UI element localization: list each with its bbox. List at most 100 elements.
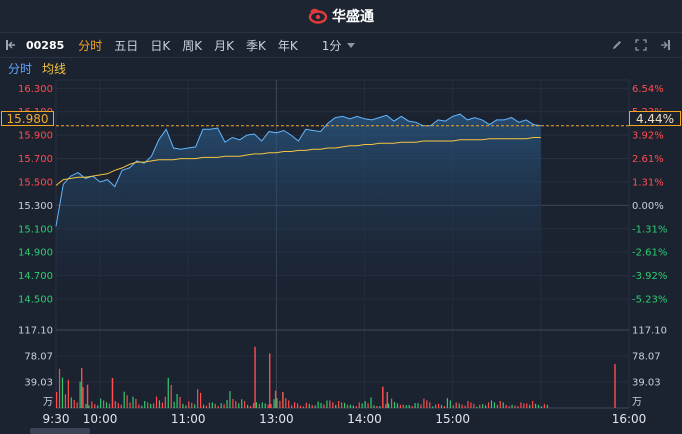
chevron-down-icon	[347, 42, 356, 48]
period-select[interactable]: 1分	[322, 37, 356, 54]
volume-bar	[103, 400, 105, 408]
brand-name: 华盛通	[332, 9, 374, 25]
tab-quarterly-k[interactable]: 季K	[245, 38, 266, 53]
volume-bar	[255, 402, 258, 408]
tab-five-day[interactable]: 五日	[114, 38, 139, 53]
volume-bar	[443, 406, 446, 408]
volume-bar	[258, 403, 260, 408]
volume-bar	[467, 400, 469, 408]
pct-tick-label: 1.31%	[632, 177, 664, 188]
volume-bar	[205, 405, 208, 408]
volume-bar	[349, 404, 352, 408]
volume-bar	[267, 404, 269, 408]
volume-bar	[252, 403, 255, 408]
volume-bar	[249, 406, 252, 408]
subtab-intraday[interactable]: 分时	[8, 61, 33, 76]
volume-bar	[114, 401, 116, 408]
brand-logo-icon	[308, 8, 328, 24]
volume-bar	[414, 403, 416, 408]
volume-bar	[111, 378, 114, 408]
volume-bar	[64, 394, 67, 408]
stock-code: 00285	[26, 38, 65, 52]
volume-bar	[79, 381, 81, 408]
collapse-panel-icon[interactable]	[658, 38, 672, 52]
volume-bar	[308, 403, 310, 408]
fullscreen-icon[interactable]	[634, 38, 648, 52]
volume-bar	[614, 364, 616, 408]
tab-monthly-k[interactable]: 月K	[214, 38, 234, 53]
volume-bar	[326, 400, 328, 408]
pct-tick-label: -1.31%	[632, 224, 667, 235]
volume-tick-label: 117.10	[632, 326, 667, 337]
volume-bar	[408, 404, 410, 408]
volume-bar	[138, 404, 140, 408]
volume-bar	[276, 398, 278, 408]
volume-bar	[386, 392, 388, 408]
scrollbar[interactable]	[30, 428, 90, 434]
volume-bar	[508, 406, 510, 408]
volume-bar	[208, 402, 210, 408]
volume-bar	[194, 404, 196, 408]
volume-bar	[117, 402, 119, 408]
price-tick-label: 15.700	[18, 154, 53, 165]
volume-bar	[150, 403, 152, 408]
volume-bar	[493, 402, 496, 408]
pencil-icon[interactable]	[610, 38, 624, 52]
volume-bar	[317, 401, 319, 408]
volume-bar	[499, 400, 501, 408]
volume-tick-label: 39.03	[632, 378, 661, 389]
volume-bar	[80, 368, 83, 408]
pct-tick-label: -3.92%	[632, 271, 667, 282]
volume-bar	[452, 405, 454, 408]
current-change-pct-tag: 4.44%	[629, 111, 681, 126]
subtab-average-line[interactable]: 均线	[42, 61, 67, 76]
volume-bar	[429, 402, 431, 408]
volume-bar	[438, 403, 440, 408]
volume-bar	[520, 402, 522, 408]
volume-bar	[182, 403, 184, 408]
volume-bar	[338, 400, 340, 408]
volume-bar	[211, 402, 213, 408]
volume-bar	[455, 402, 457, 408]
tab-daily-k[interactable]: 日K	[150, 38, 171, 53]
volume-bar	[332, 402, 334, 408]
volume-bar	[147, 402, 149, 408]
volume-bar	[86, 384, 89, 408]
volume-bar	[108, 403, 111, 408]
title-bar: 华盛通	[0, 0, 682, 33]
volume-bar	[299, 405, 302, 408]
collapse-sidebar-icon[interactable]	[0, 33, 22, 57]
volume-bar	[254, 346, 256, 408]
volume-bar	[76, 402, 78, 408]
price-tick-label: 15.900	[18, 131, 53, 142]
tab-yearly-k[interactable]: 年K	[277, 38, 298, 53]
average-line	[55, 137, 541, 186]
volume-bar	[399, 404, 401, 408]
current-price-tag: 15.980	[1, 111, 54, 126]
volume-bar	[285, 398, 287, 408]
toolbar: 00285 分时 五日 日K 周K 月K 季K 年K 1分	[0, 33, 682, 58]
volume-bar	[314, 405, 316, 408]
pct-tick-label: -2.61%	[632, 248, 667, 259]
volume-tick-label: 78.07	[632, 351, 661, 362]
volume-bar	[229, 391, 231, 408]
volume-bar	[91, 401, 93, 408]
tab-weekly-k[interactable]: 周K	[182, 38, 203, 53]
volume-bar	[247, 404, 249, 408]
volume-bar	[302, 406, 305, 408]
volume-bar	[82, 387, 84, 408]
intraday-chart: 16.3006.54%16.1005.23%15.9003.92%15.7002…	[18, 79, 667, 426]
volume-bar	[364, 401, 366, 408]
volume-bar	[270, 404, 272, 408]
tab-intraday[interactable]: 分时	[78, 38, 103, 53]
volume-tick-label: 39.03	[24, 378, 53, 389]
price-line	[55, 113, 541, 227]
time-tick-label: 14:00	[347, 412, 382, 426]
pct-tick-label: 3.92%	[632, 131, 664, 142]
volume-bar	[496, 404, 498, 408]
volume-bar	[320, 402, 322, 408]
volume-bar	[273, 399, 275, 408]
volume-bar	[487, 402, 490, 408]
volume-bar	[540, 406, 543, 408]
volume-bar	[56, 392, 58, 408]
